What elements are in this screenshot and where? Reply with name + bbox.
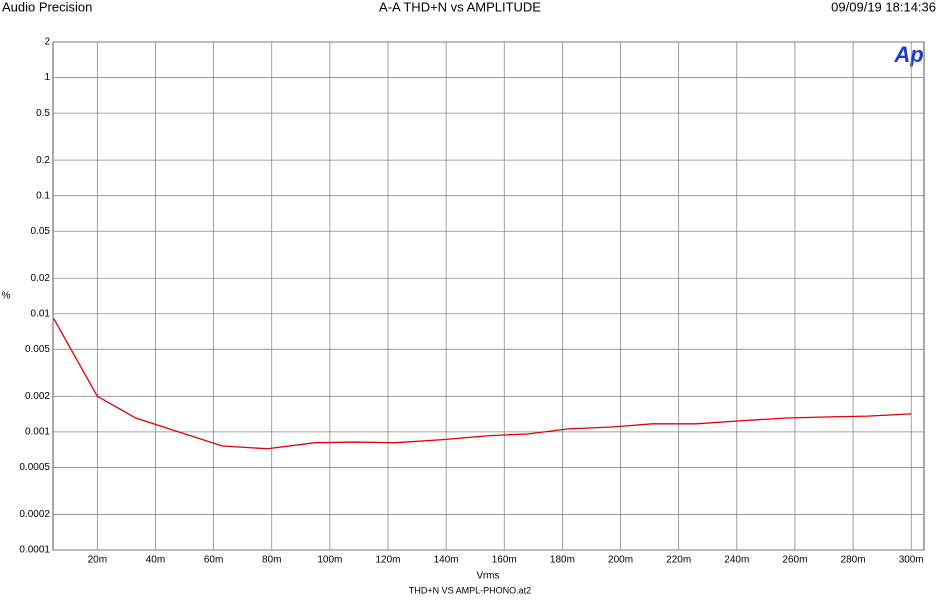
plot-frame (52, 41, 925, 551)
timestamp: 09/09/19 18:14:36 (831, 0, 936, 14)
y-tick-label: 0.0005 (19, 462, 50, 473)
y-tick-label: 1 (44, 72, 50, 83)
y-tick-label: 0.05 (31, 226, 51, 237)
y-tick-label: 0.01 (31, 308, 51, 319)
x-tick-label: 40m (146, 555, 165, 566)
data-line (53, 318, 912, 450)
x-tick-label: 140m (434, 555, 459, 566)
x-tick-label: 80m (262, 555, 281, 566)
x-tick-label: 260m (782, 555, 807, 566)
x-tick-label: 300m (899, 555, 924, 566)
x-tick-label: 180m (550, 555, 575, 566)
chart-title: A-A THD+N vs AMPLITUDE (379, 0, 541, 14)
logo: Ap (893, 42, 923, 67)
x-tick-label: 200m (608, 555, 633, 566)
x-tick-label: 280m (841, 555, 866, 566)
x-tick-label: 120m (375, 555, 400, 566)
y-tick-label: 0.0001 (19, 545, 50, 556)
x-tick-label: 160m (492, 555, 517, 566)
footer: THD+N VS AMPL-PHONO.at2 (409, 585, 531, 595)
y-axis-label: % (2, 291, 11, 302)
y-tick-label: 0.1 (36, 190, 50, 201)
y-tick-label: 2 (44, 37, 50, 48)
x-tick-label: 220m (666, 555, 691, 566)
y-tick-label: 0.2 (36, 155, 50, 166)
y-tick-label: 0.0002 (19, 509, 50, 520)
x-tick-label: 60m (204, 555, 223, 566)
y-tick-label: 0.001 (25, 427, 50, 438)
y-tick-label: 0.02 (31, 273, 51, 284)
y-tick-label: 0.002 (25, 391, 50, 402)
x-tick-label: 240m (724, 555, 749, 566)
x-tick-label: 20m (88, 555, 107, 566)
y-tick-label: 0.005 (25, 344, 50, 355)
x-tick-label: 100m (317, 555, 342, 566)
brand: Audio Precision (2, 0, 92, 14)
y-tick-label: 0.5 (36, 108, 50, 119)
x-axis-label: Vrms (477, 571, 500, 582)
